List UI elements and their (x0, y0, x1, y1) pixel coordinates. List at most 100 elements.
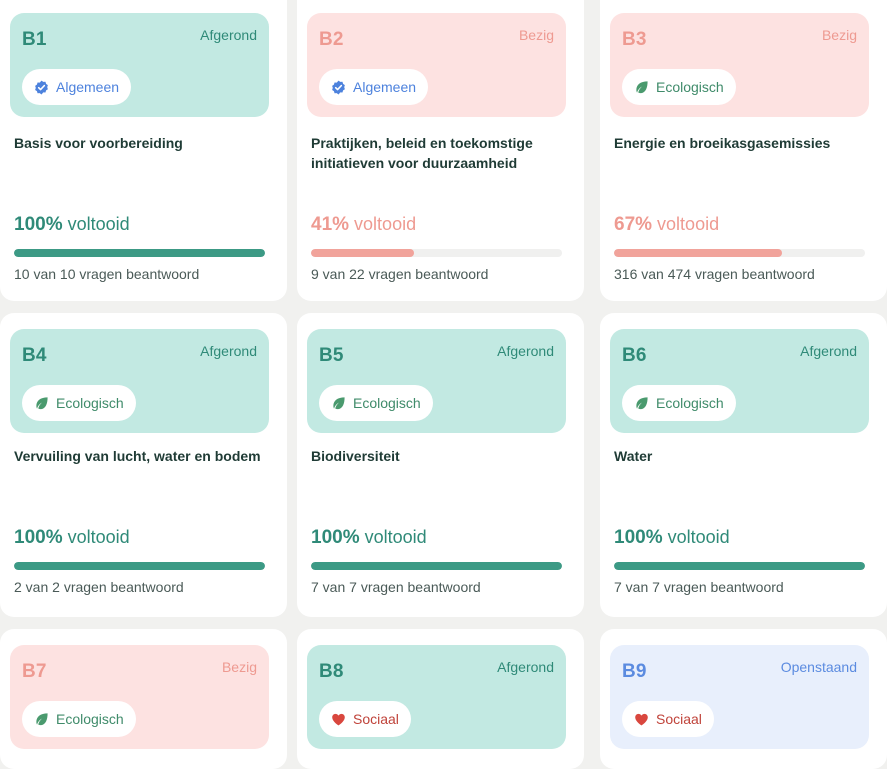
card-header: B4 Afgerond Ecologisch (10, 329, 269, 433)
percent-value: 41% (311, 214, 350, 235)
percent-suffix: voltooid (667, 527, 730, 547)
category-badge: Algemeen (22, 69, 132, 105)
module-code: B6 (622, 345, 647, 366)
progress-bar (14, 249, 265, 257)
leaf-icon (34, 396, 49, 411)
answered-count: 316 van 474 vragen beantwoord (614, 266, 815, 282)
progress-bar (614, 249, 865, 257)
status-label: Bezig (821, 27, 857, 43)
category-badge: Sociaal (622, 701, 714, 737)
percent-value: 100% (14, 214, 63, 235)
progress-bar (311, 562, 562, 570)
module-title: Water (614, 448, 653, 464)
module-title: Basis voor voorbereiding (14, 135, 183, 151)
card-header: B2 Bezig Algemeen (307, 13, 566, 117)
leaf-icon (634, 396, 649, 411)
module-code: B1 (22, 29, 47, 50)
leaf-icon (634, 80, 649, 95)
percent-suffix: voltooid (364, 527, 427, 547)
module-code: B2 (319, 29, 344, 50)
category-label: Algemeen (56, 79, 120, 95)
percent-value: 100% (614, 527, 663, 548)
card-header: B1 Afgerond Algemeen (10, 13, 269, 117)
progress-fill (614, 562, 865, 570)
module-title: Vervuiling van lucht, water en bodem (14, 448, 261, 464)
progress-fill (311, 249, 414, 257)
percent-suffix: voltooid (67, 527, 130, 547)
category-badge: Ecologisch (22, 701, 136, 737)
module-code: B4 (22, 345, 47, 366)
answered-count: 7 van 7 vragen beantwoord (614, 579, 784, 595)
module-card-b4[interactable]: B4 Afgerond Ecologisch Vervuiling van lucht… (0, 313, 287, 617)
category-label: Algemeen (353, 79, 417, 95)
module-card-b8[interactable]: B8 Afgerond Sociaal (297, 629, 584, 769)
category-badge: Sociaal (319, 701, 411, 737)
leaf-icon (331, 396, 346, 411)
card-header: B8 Afgerond Sociaal (307, 645, 566, 749)
status-label: Afgerond (200, 27, 257, 43)
percent-value: 100% (14, 527, 63, 548)
status-label: Afgerond (800, 343, 857, 359)
progress-fill (311, 562, 562, 570)
module-code: B8 (319, 661, 344, 682)
category-label: Ecologisch (56, 711, 124, 727)
module-code: B5 (319, 345, 344, 366)
percent-suffix: voltooid (67, 214, 130, 234)
module-code: B3 (622, 29, 647, 50)
module-card-b3[interactable]: B3 Bezig Ecologisch Energie en broeikasgase… (600, 0, 887, 301)
status-label: Bezig (518, 27, 554, 43)
percent-value: 67% (614, 214, 653, 235)
card-header: B5 Afgerond Ecologisch (307, 329, 566, 433)
category-label: Ecologisch (56, 395, 124, 411)
module-card-b2[interactable]: B2 Bezig Algemeen Praktijken, beleid en toe… (297, 0, 584, 301)
category-label: Ecologisch (656, 395, 724, 411)
progress-fill (14, 562, 265, 570)
progress-bar (14, 562, 265, 570)
status-label: Afgerond (497, 343, 554, 359)
percent-value: 100% (311, 527, 360, 548)
card-header: B7 Bezig Ecologisch (10, 645, 269, 749)
category-label: Sociaal (656, 711, 702, 727)
answered-count: 7 van 7 vragen beantwoord (311, 579, 481, 595)
card-header: B3 Bezig Ecologisch (610, 13, 869, 117)
module-card-b9[interactable]: B9 Openstaand Sociaal (600, 629, 887, 769)
progress-percentage: 41% voltooid (311, 214, 416, 236)
progress-bar (614, 562, 865, 570)
module-title: Praktijken, beleid en toekomstige initia… (311, 135, 533, 171)
progress-bar (311, 249, 562, 257)
module-title: Biodiversiteit (311, 448, 400, 464)
status-label: Openstaand (780, 659, 857, 675)
card-header: B9 Openstaand Sociaal (610, 645, 869, 749)
percent-suffix: voltooid (354, 214, 417, 234)
category-badge: Ecologisch (319, 385, 433, 421)
progress-percentage: 100% voltooid (311, 527, 427, 549)
status-label: Bezig (221, 659, 257, 675)
category-label: Ecologisch (656, 79, 724, 95)
category-badge: Ecologisch (22, 385, 136, 421)
module-card-b5[interactable]: B5 Afgerond Ecologisch Biodiversiteit 100% v… (297, 313, 584, 617)
status-label: Afgerond (200, 343, 257, 359)
category-badge: Algemeen (319, 69, 429, 105)
verified-badge-icon (331, 80, 346, 95)
category-label: Sociaal (353, 711, 399, 727)
card-header: B6 Afgerond Ecologisch (610, 329, 869, 433)
module-card-b7[interactable]: B7 Bezig Ecologisch (0, 629, 287, 769)
module-code: B9 (622, 661, 647, 682)
answered-count: 9 van 22 vragen beantwoord (311, 266, 489, 282)
progress-percentage: 100% voltooid (14, 214, 130, 236)
leaf-icon (34, 712, 49, 727)
progress-percentage: 100% voltooid (14, 527, 130, 549)
answered-count: 10 van 10 vragen beantwoord (14, 266, 200, 282)
answered-count: 2 van 2 vragen beantwoord (14, 579, 184, 595)
progress-percentage: 100% voltooid (614, 527, 730, 549)
heart-icon (331, 712, 346, 727)
module-card-b1[interactable]: B1 Afgerond Algemeen Basis voor voorbereidi… (0, 0, 287, 301)
module-card-b6[interactable]: B6 Afgerond Ecologisch Water 100% voltooid 7 … (600, 313, 887, 617)
module-title: Energie en broeikasgasemissies (614, 135, 831, 151)
progress-fill (14, 249, 265, 257)
category-badge: Ecologisch (622, 69, 736, 105)
category-badge: Ecologisch (622, 385, 736, 421)
percent-suffix: voltooid (657, 214, 720, 234)
progress-fill (614, 249, 783, 257)
